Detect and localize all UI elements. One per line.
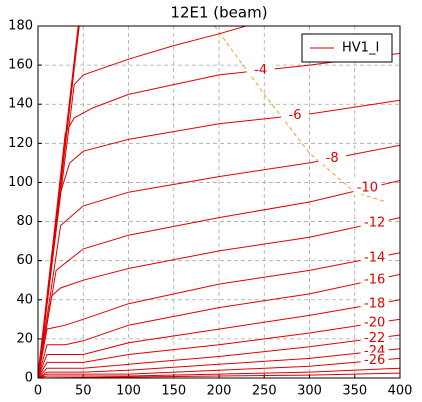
y-tick-label: 140 bbox=[8, 97, 33, 112]
legend-label: HV1_I bbox=[342, 41, 379, 56]
y-tick-label: 0 bbox=[25, 371, 33, 386]
contour-label-bg bbox=[318, 150, 347, 165]
x-tick-label: 350 bbox=[342, 384, 367, 399]
contour-label-bg bbox=[360, 352, 389, 367]
x-tick-label: 150 bbox=[161, 384, 186, 399]
x-tick-label: 300 bbox=[297, 384, 322, 399]
contour-line bbox=[38, 144, 400, 378]
contour-line bbox=[38, 217, 400, 378]
x-tick-label: 50 bbox=[75, 384, 92, 399]
axes-frame bbox=[37, 25, 401, 379]
contour-label: -20 bbox=[364, 316, 385, 331]
contour-label-bg bbox=[281, 107, 310, 122]
y-tick-label: 100 bbox=[8, 175, 33, 190]
y-tick-label: 20 bbox=[16, 331, 33, 346]
contour-label: -22 bbox=[364, 331, 385, 346]
x-tick-label: 200 bbox=[207, 384, 232, 399]
contour-line bbox=[38, 334, 400, 378]
x-tick-label: 250 bbox=[252, 384, 277, 399]
contour-line bbox=[38, 252, 400, 378]
contour-label-bg bbox=[360, 271, 389, 286]
contour-line bbox=[38, 26, 247, 378]
contour-label-bg bbox=[360, 330, 389, 345]
y-tick-label: 160 bbox=[8, 58, 33, 73]
contour-line bbox=[38, 273, 400, 378]
x-tick-label: 100 bbox=[116, 384, 141, 399]
contour-line bbox=[38, 180, 400, 378]
y-tick-label: 80 bbox=[16, 214, 33, 229]
contour-line bbox=[38, 299, 400, 378]
contour-label: -12 bbox=[364, 216, 385, 231]
y-tick-label: 120 bbox=[8, 136, 33, 151]
contour-label-bg bbox=[360, 315, 389, 330]
contour-line bbox=[38, 372, 400, 378]
contour-label: -4 bbox=[254, 63, 267, 78]
contour-label-bg bbox=[246, 62, 275, 77]
contour-label: -14 bbox=[364, 250, 385, 265]
contour-line bbox=[38, 348, 400, 378]
contour-label: -10 bbox=[357, 181, 378, 196]
contour-label-bg bbox=[360, 215, 389, 230]
y-tick-label: 40 bbox=[16, 292, 33, 307]
x-tick-label: 0 bbox=[34, 384, 42, 399]
contour-line bbox=[38, 367, 400, 378]
contour-line bbox=[38, 318, 400, 378]
contour-line bbox=[38, 52, 400, 378]
contour-line bbox=[38, 357, 400, 378]
contour-label-bg bbox=[353, 180, 382, 195]
contour-label: -8 bbox=[326, 151, 339, 166]
contour-label: -16 bbox=[364, 272, 385, 287]
x-tick-label: 400 bbox=[388, 384, 413, 399]
contour-label-bg bbox=[360, 296, 389, 311]
y-tick-label: 60 bbox=[16, 253, 33, 268]
contour-label: -26 bbox=[364, 353, 385, 368]
y-tick-label: 180 bbox=[8, 19, 33, 34]
contour-label: -18 bbox=[364, 297, 385, 312]
contour-label: -6 bbox=[289, 108, 302, 123]
contour-label-bg bbox=[360, 249, 389, 264]
chart-title: 12E1 (beam) bbox=[170, 4, 267, 22]
